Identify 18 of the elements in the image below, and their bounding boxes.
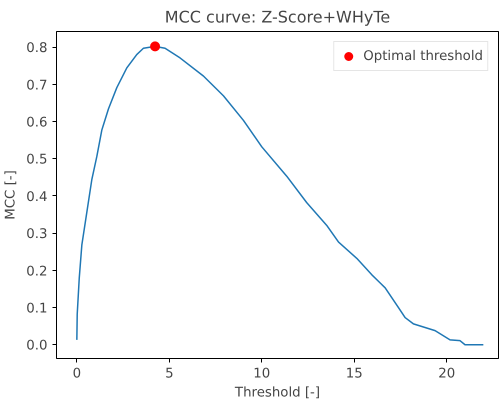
- y-tick-label: 0.5: [26, 152, 48, 168]
- y-tick-label: 0.6: [26, 116, 48, 131]
- x-tick-label: 10: [253, 366, 270, 382]
- x-tick-label: 15: [346, 366, 363, 382]
- y-tick-label: 0.8: [26, 41, 48, 56]
- y-tick-label: 0.2: [26, 264, 48, 280]
- x-tick-label: 0: [72, 366, 82, 382]
- x-axis-title: Threshold [-]: [234, 386, 320, 400]
- x-tick-label: 5: [165, 366, 174, 382]
- y-tick-label: 0.4: [26, 190, 48, 205]
- y-axis-title: MCC [-]: [3, 170, 18, 220]
- y-tick-label: 0.3: [26, 227, 48, 242]
- legend-label: Optimal threshold: [363, 48, 483, 64]
- chart-title: MCC curve: Z-Score+WHyTe: [164, 8, 390, 26]
- x-tick-label: 20: [438, 366, 456, 382]
- y-tick-label: 0.0: [26, 338, 48, 354]
- y-tick-label: 0.7: [26, 78, 48, 94]
- y-tick-label: 0.1: [26, 302, 48, 317]
